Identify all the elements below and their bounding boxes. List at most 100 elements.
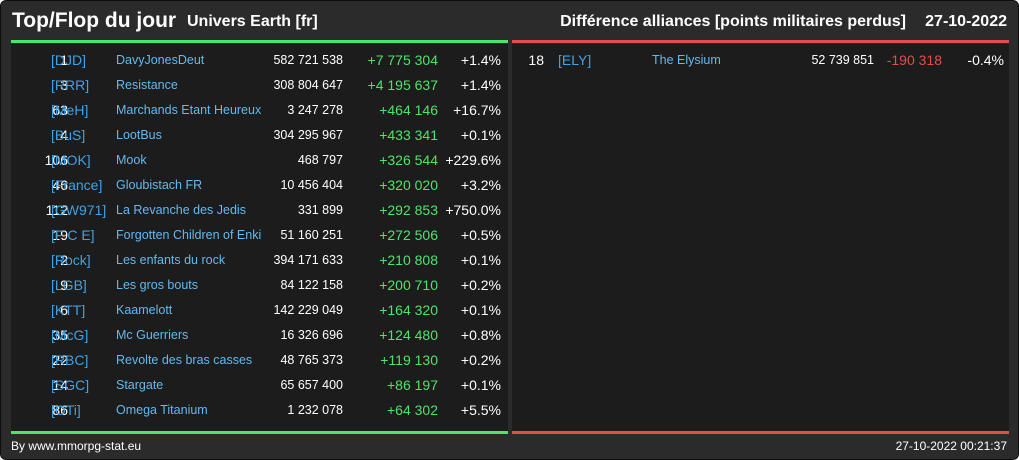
diff-cell: +433 341 — [379, 127, 438, 143]
points-cell: 304 295 967 — [273, 128, 343, 142]
alliance-tag[interactable]: [KTT] — [51, 302, 86, 318]
diff-cell: +86 197 — [387, 377, 438, 393]
table-row: 4 [BuS] LootBus 304 295 967 +433 341 +0.1% — [11, 123, 508, 148]
points-cell: 468 797 — [297, 153, 343, 167]
rank-cell: 4 — [60, 127, 68, 143]
diff-cell: +164 320 — [379, 302, 438, 318]
percent-cell: +16.7% — [453, 102, 501, 118]
alliance-name[interactable]: Kaamelott — [116, 303, 173, 317]
alliance-tag[interactable]: [DJD] — [51, 52, 86, 68]
alliance-tag[interactable]: [McG] — [51, 327, 89, 343]
points-cell: 48 765 373 — [280, 353, 343, 367]
alliance-tag[interactable]: [France] — [51, 177, 103, 193]
percent-cell: +5.5% — [460, 402, 501, 418]
rank-cell: 2 — [60, 252, 68, 268]
alliance-name[interactable]: Mook — [116, 153, 147, 167]
alliance-name[interactable]: Les gros bouts — [116, 278, 198, 292]
points-cell: 582 721 538 — [273, 53, 343, 67]
top-panel: 1 [DJD] DavyJonesDeut 582 721 538 +7 775 304… — [11, 44, 508, 432]
alliance-tag[interactable]: [MOK] — [51, 152, 91, 168]
alliance-name[interactable]: Mc Guerriers — [116, 328, 189, 342]
points-cell: 1 232 078 — [287, 403, 343, 417]
percent-cell: +0.2% — [460, 277, 501, 293]
points-cell: 52 739 851 — [811, 53, 874, 67]
alliance-tag[interactable]: [OTi] — [51, 402, 81, 418]
alliance-tag[interactable]: [MeH] — [51, 102, 89, 118]
points-cell: 394 171 633 — [273, 253, 343, 267]
points-cell: 16 326 696 — [280, 328, 343, 342]
page-title: Top/Flop du jour — [12, 9, 177, 32]
alliance-name[interactable]: Gloubistach FR — [116, 178, 203, 192]
points-cell: 65 657 400 — [280, 378, 343, 392]
table-row: 86 [OTi] Omega Titanium 1 232 078 +64 302 +5.… — [11, 398, 508, 423]
alliance-name[interactable]: Forgotten Children of Enki — [116, 228, 262, 242]
rank-cell: 9 — [60, 277, 68, 293]
alliance-name[interactable]: Marchands Etant Heureux — [116, 103, 262, 117]
percent-cell: +0.2% — [460, 352, 501, 368]
alliance-tag[interactable]: [RRR] — [51, 77, 90, 93]
alliance-name[interactable]: The Elysium — [652, 53, 721, 67]
alliance-name[interactable]: Omega Titanium — [116, 403, 208, 417]
alliance-name[interactable]: Les enfants du rock — [116, 253, 226, 267]
table-row: 9 [LGB] Les gros bouts 84 122 158 +200 710 +0… — [11, 273, 508, 298]
alliance-tag[interactable]: [RBC] — [51, 352, 89, 368]
alliance-name[interactable]: Stargate — [116, 378, 164, 392]
rank-cell: 63 — [52, 102, 68, 118]
alliance-tag[interactable]: [Rock] — [51, 252, 91, 268]
points-cell: 331 899 — [297, 203, 343, 217]
diff-cell: +210 808 — [379, 252, 438, 268]
percent-cell: +0.1% — [460, 377, 501, 393]
diff-cell: +292 853 — [379, 202, 438, 218]
table-row: 106 [MOK] Mook 468 797 +326 544 +229.6% — [11, 148, 508, 173]
table-row: 1 [DJD] DavyJonesDeut 582 721 538 +7 775 304… — [11, 48, 508, 73]
alliance-name[interactable]: La Revanche des Jedis — [116, 203, 246, 217]
diff-cell: +4 195 637 — [367, 77, 438, 93]
alliance-tag[interactable]: [LGB] — [51, 277, 87, 293]
diff-cell: +64 302 — [387, 402, 438, 418]
rank-cell: 112 — [45, 202, 68, 218]
rank-cell: 86 — [52, 402, 68, 418]
rank-cell: 6 — [60, 302, 68, 318]
rank-cell: 19 — [52, 227, 68, 243]
percent-cell: +229.6% — [445, 152, 501, 168]
percent-cell: +0.5% — [460, 227, 501, 243]
report-date: 27-10-2022 — [925, 13, 1007, 30]
table-row: 63 [MeH] Marchands Etant Heureux 3 247 278 +… — [11, 98, 508, 123]
alliance-name[interactable]: DavyJonesDeut — [116, 53, 205, 67]
table-row: 14 [SGC] Stargate 65 657 400 +86 197 +0.1% — [11, 373, 508, 398]
rank-cell: 14 — [52, 377, 68, 393]
table-row: 2 [Rock] Les enfants du rock 394 171 633 +21… — [11, 248, 508, 273]
alliance-name[interactable]: Revolte des bras casses — [116, 353, 253, 367]
percent-cell: +1.4% — [460, 77, 501, 93]
rank-cell: 1 — [60, 52, 68, 68]
points-cell: 308 804 647 — [273, 78, 343, 92]
flop-panel-accent-top — [512, 40, 1009, 43]
percent-cell: +750.0% — [445, 202, 501, 218]
alliance-name[interactable]: Resistance — [116, 78, 178, 92]
diff-cell: +119 130 — [380, 352, 438, 368]
alliance-tag[interactable]: [F C E] — [51, 227, 95, 243]
universe-label: Univers Earth [fr] — [187, 13, 318, 30]
alliance-tag[interactable]: [ELY] — [558, 52, 592, 68]
diff-cell: -190 318 — [886, 52, 942, 68]
alliance-tag[interactable]: [BuS] — [51, 127, 86, 143]
flop-panel: 18 [ELY] The Elysium 52 739 851 -190 318 -0.4… — [512, 44, 1009, 432]
top-panel-accent-bottom — [11, 431, 508, 434]
diff-cell: +326 544 — [379, 152, 438, 168]
alliance-tag[interactable]: [SGC] — [51, 377, 90, 393]
diff-cell: +320 020 — [379, 177, 438, 193]
rank-cell: 3 — [60, 77, 68, 93]
rank-cell: 22 — [52, 352, 68, 368]
percent-cell: +0.1% — [460, 127, 501, 143]
rank-cell: 106 — [44, 152, 68, 168]
alliance-name[interactable]: LootBus — [116, 128, 162, 142]
source-credit: By www.mmorpg-stat.eu — [11, 439, 142, 453]
rank-cell: 35 — [52, 327, 68, 343]
diff-cell: +464 146 — [379, 102, 438, 118]
points-cell: 3 247 278 — [287, 103, 343, 117]
table-row: 112 [GW971] La Revanche des Jedis 331 899 +2… — [11, 198, 508, 223]
table-row: 35 [McG] Mc Guerriers 16 326 696 +124 480 +0.… — [11, 323, 508, 348]
diff-cell: +7 775 304 — [367, 52, 438, 68]
table-row: 19 [F C E] Forgotten Children of Enki 51 16… — [11, 223, 508, 248]
alliance-tag[interactable]: [GW971] — [51, 202, 107, 218]
